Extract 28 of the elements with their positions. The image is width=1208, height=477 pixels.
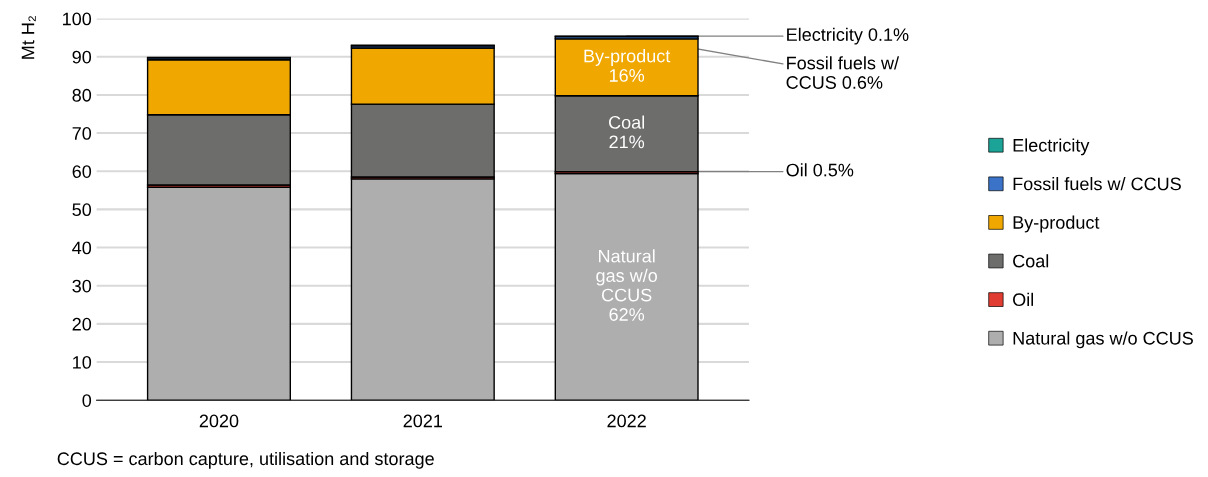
y-tick-label: 50: [72, 203, 92, 217]
x-tick-label: 2021: [403, 414, 442, 428]
y-tick-label: 80: [72, 88, 92, 102]
annotation: Electricity 0.1%: [787, 27, 909, 45]
y-axis-title: Mt H₂: [21, 16, 36, 59]
legend-label: By-product: [1013, 215, 1100, 233]
annotation: Coal 21%: [609, 115, 645, 149]
y-tick-label: 20: [72, 317, 92, 331]
y-tick-label: 100: [63, 12, 92, 26]
annotation: Oil 0.5%: [786, 163, 854, 177]
legend-label: Oil: [1013, 292, 1034, 307]
text: CCUS = carbon capture, utilisation and storage: [57, 451, 434, 469]
y-tick-label: 60: [72, 165, 92, 178]
x-tick-label: 2022: [607, 414, 646, 428]
y-tick-label: 0: [82, 394, 92, 407]
y-tick-label: 30: [72, 279, 92, 293]
annotation: Natural gas w/o CCUS 62%: [596, 249, 658, 321]
legend-label: Electricity: [1013, 138, 1090, 156]
annotation: By-product 16%: [584, 49, 671, 82]
x-tick-label: 2020: [199, 414, 239, 428]
annotation: Fossil fuels w/ CCUS 0.6%: [786, 56, 900, 89]
y-tick-label: 40: [72, 241, 92, 255]
y-tick-label: 90: [72, 50, 92, 64]
legend-label: Fossil fuels w/ CCUS: [1013, 177, 1181, 191]
legend-label: Natural gas w/o CCUS: [1013, 331, 1193, 349]
y-tick-label: 10: [73, 355, 92, 369]
y-tick-label: 70: [72, 127, 92, 140]
legend-label: Coal: [1013, 254, 1049, 268]
